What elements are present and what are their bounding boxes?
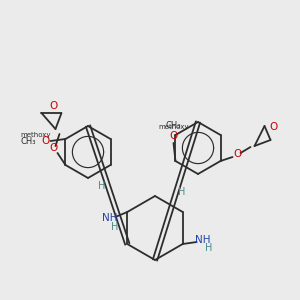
Text: NH: NH [101,213,117,223]
Text: methoxy: methoxy [20,132,51,138]
Text: NH: NH [195,235,211,245]
Text: O: O [269,122,278,132]
Text: O: O [169,131,178,141]
Text: O: O [50,143,58,153]
Text: O: O [50,101,58,111]
Text: CH₃: CH₃ [21,137,37,146]
Text: O: O [41,136,50,146]
Text: CH₃: CH₃ [166,122,181,130]
Text: H: H [98,181,105,191]
Text: H: H [178,187,185,197]
Text: H: H [205,243,212,253]
Text: O: O [233,149,242,159]
Text: methoxy: methoxy [158,124,189,130]
Text: H: H [111,222,118,232]
